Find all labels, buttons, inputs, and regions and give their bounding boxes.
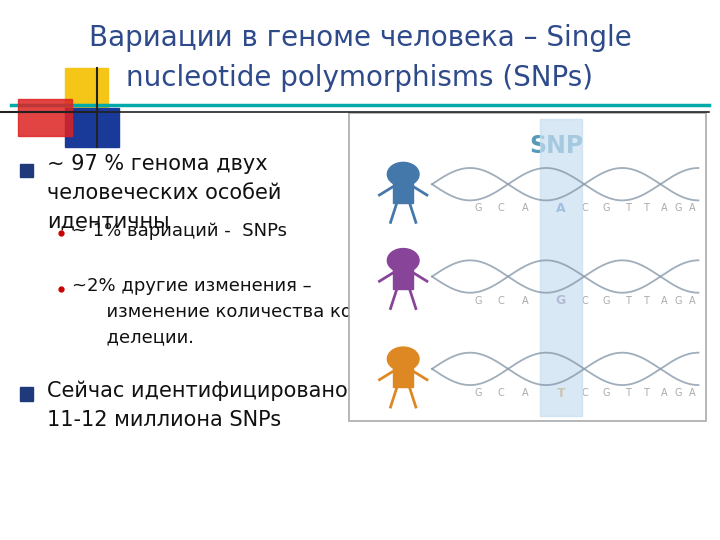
- Text: T: T: [557, 387, 565, 400]
- Text: C: C: [581, 204, 588, 213]
- Text: C: C: [581, 296, 588, 306]
- Circle shape: [387, 347, 419, 371]
- Text: A: A: [689, 204, 696, 213]
- Text: Сейчас идентифицировано
11-12 миллиона SNPs: Сейчас идентифицировано 11-12 миллиона S…: [47, 381, 348, 430]
- Text: A: A: [689, 388, 696, 398]
- Text: A: A: [660, 296, 667, 306]
- Text: G: G: [675, 296, 682, 306]
- Circle shape: [387, 248, 419, 272]
- Text: A: A: [521, 296, 528, 306]
- Text: ~ 97 % генома двух
человеческих особей
идентичны: ~ 97 % генома двух человеческих особей и…: [47, 154, 282, 232]
- Text: C: C: [498, 388, 505, 398]
- Text: G: G: [675, 204, 682, 213]
- Text: G: G: [603, 296, 610, 306]
- Text: SNP: SNP: [528, 134, 583, 158]
- Text: G: G: [474, 204, 482, 213]
- Text: ~2% другие изменения –
      изменение количества копий,
      делеции.: ~2% другие изменения – изменение количес…: [72, 277, 392, 347]
- Bar: [20, 164, 33, 177]
- Text: C: C: [498, 204, 505, 213]
- Circle shape: [387, 163, 419, 186]
- Text: T: T: [643, 296, 649, 306]
- Bar: [20, 387, 33, 401]
- Text: T: T: [643, 388, 649, 398]
- Bar: [540, 119, 582, 416]
- Text: T: T: [625, 296, 631, 306]
- Text: G: G: [603, 388, 610, 398]
- Text: T: T: [625, 388, 631, 398]
- Bar: [393, 362, 413, 388]
- Text: A: A: [660, 388, 667, 398]
- Bar: [349, 113, 706, 421]
- Text: A: A: [689, 296, 696, 306]
- Text: Вариации в геноме человека – Single: Вариации в геноме человека – Single: [89, 24, 631, 52]
- Text: A: A: [521, 388, 528, 398]
- Text: ~ 1% вариаций -  SNPs: ~ 1% вариаций - SNPs: [72, 222, 287, 240]
- Text: C: C: [498, 296, 505, 306]
- Text: A: A: [521, 204, 528, 213]
- Text: G: G: [474, 296, 482, 306]
- Bar: [65, 68, 108, 108]
- Text: A: A: [556, 202, 566, 215]
- Text: A: A: [660, 204, 667, 213]
- Text: T: T: [625, 204, 631, 213]
- Text: C: C: [581, 388, 588, 398]
- Bar: [393, 178, 413, 203]
- Bar: [393, 264, 413, 289]
- Text: G: G: [675, 388, 682, 398]
- Text: G: G: [474, 388, 482, 398]
- Text: T: T: [643, 204, 649, 213]
- Text: nucleotide polymorphisms (SNPs): nucleotide polymorphisms (SNPs): [127, 64, 593, 92]
- Bar: [65, 108, 119, 147]
- Text: G: G: [603, 204, 610, 213]
- Text: G: G: [556, 294, 566, 307]
- Bar: [18, 99, 72, 136]
